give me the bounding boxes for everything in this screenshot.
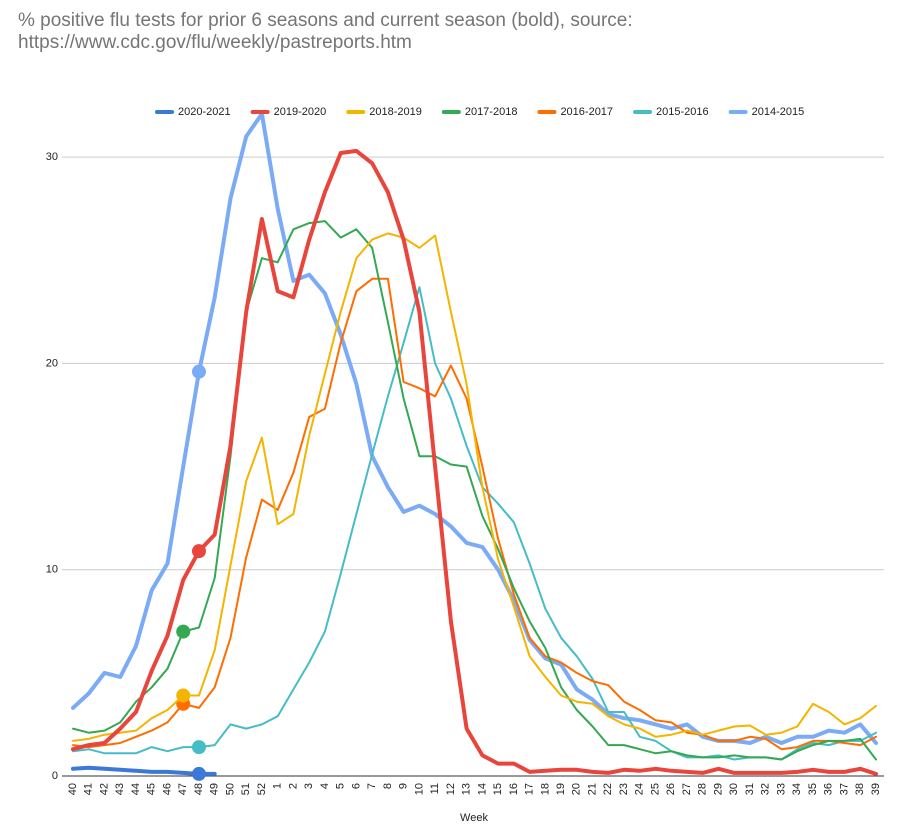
legend-label: 2014-2015 — [752, 106, 805, 118]
x-tick-label: 7 — [366, 783, 378, 789]
series-marker — [191, 766, 206, 781]
x-tick-label: 30 — [728, 783, 740, 795]
x-tick-label: 41 — [83, 783, 95, 795]
series-marker — [176, 624, 191, 639]
x-tick-label: 34 — [791, 783, 803, 795]
x-tick-label: 29 — [712, 783, 724, 795]
x-tick-label: 50 — [224, 783, 236, 795]
x-tick-label: 33 — [775, 783, 787, 795]
legend-label: 2019-2020 — [274, 106, 327, 118]
series-marker — [191, 544, 206, 559]
x-tick-label: 36 — [823, 783, 835, 795]
x-tick-label: 31 — [744, 783, 756, 795]
x-tick-label: 19 — [555, 783, 567, 795]
legend-label: 2017-2018 — [465, 106, 518, 118]
series-marker — [191, 364, 206, 379]
x-tick-label: 27 — [681, 783, 693, 795]
series-line — [71, 148, 878, 776]
x-tick-label: 22 — [602, 783, 614, 795]
x-tick-label: 6 — [350, 783, 362, 789]
x-tick-label: 25 — [649, 783, 661, 795]
x-tick-label: 52 — [256, 783, 268, 795]
x-tick-label: 23 — [618, 783, 630, 795]
y-tick-label: 20 — [46, 357, 58, 369]
x-tick-label: 48 — [193, 783, 205, 795]
x-tick-label: 42 — [98, 783, 110, 795]
y-tick-label: 30 — [46, 151, 58, 163]
legend-label: 2020-2021 — [178, 106, 231, 118]
x-tick-label: 40 — [67, 783, 79, 795]
x-tick-label: 3 — [303, 783, 315, 789]
x-axis-label: Week — [460, 812, 488, 824]
x-tick-label: 44 — [130, 783, 142, 795]
x-tick-label: 43 — [114, 783, 126, 795]
x-tick-label: 20 — [571, 783, 583, 795]
x-tick-label: 12 — [445, 783, 457, 795]
x-tick-label: 26 — [665, 783, 677, 795]
x-tick-label: 15 — [492, 783, 504, 795]
x-tick-label: 18 — [539, 783, 551, 795]
x-tick-label: 13 — [461, 783, 473, 795]
x-tick-label: 35 — [807, 783, 819, 795]
y-tick-label: 0 — [52, 770, 58, 782]
x-tick-label: 45 — [146, 783, 158, 795]
series-line — [72, 232, 877, 742]
x-tick-label: 28 — [697, 783, 709, 795]
x-tick-label: 8 — [382, 783, 394, 789]
series-line — [72, 286, 877, 761]
series-marker — [191, 740, 206, 755]
x-tick-label: 16 — [508, 783, 520, 795]
series-line — [72, 220, 877, 761]
series-line — [71, 111, 878, 745]
x-tick-label: 49 — [209, 783, 221, 795]
x-tick-label: 1 — [272, 783, 284, 789]
x-tick-label: 47 — [177, 783, 189, 795]
x-tick-label: 39 — [870, 783, 882, 795]
x-tick-label: 32 — [760, 783, 772, 795]
legend-label: 2018-2019 — [369, 106, 422, 118]
x-tick-label: 17 — [524, 783, 536, 795]
y-tick-label: 10 — [46, 564, 58, 576]
x-tick-label: 38 — [854, 783, 866, 795]
legend-label: 2016-2017 — [560, 106, 613, 118]
x-tick-label: 10 — [413, 783, 425, 795]
x-tick-label: 14 — [476, 783, 488, 795]
x-tick-label: 51 — [240, 783, 252, 795]
x-tick-label: 37 — [838, 783, 850, 795]
legend-label: 2015-2016 — [656, 106, 709, 118]
x-tick-label: 4 — [319, 783, 331, 789]
x-tick-label: 24 — [634, 783, 646, 795]
x-tick-label: 5 — [335, 783, 347, 789]
x-tick-label: 9 — [398, 783, 410, 789]
x-tick-label: 11 — [429, 783, 441, 794]
series-marker — [176, 688, 191, 703]
x-tick-label: 21 — [586, 783, 598, 795]
x-tick-label: 46 — [161, 783, 173, 795]
chart-title: % positive flu tests for prior 6 seasons… — [18, 10, 633, 53]
x-tick-label: 2 — [287, 783, 299, 789]
series-line — [72, 277, 877, 751]
series-line — [71, 765, 217, 776]
